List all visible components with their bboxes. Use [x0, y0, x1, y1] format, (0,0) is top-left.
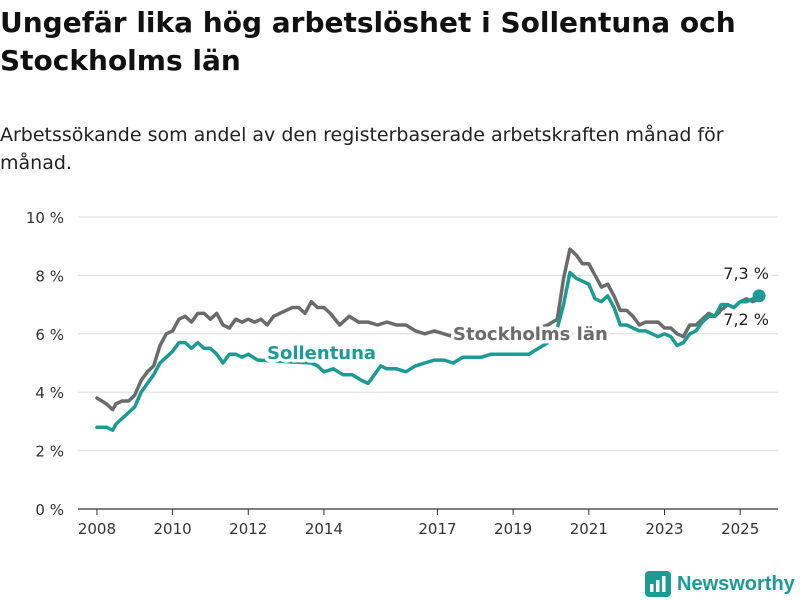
series-label-sollentuna-halo: Sollentuna [267, 343, 376, 364]
y-tick-label: 4 % [35, 384, 64, 402]
series-lines [95, 247, 766, 432]
x-tick-label: 2010 [154, 520, 192, 538]
series-label-sollentuna: Sollentuna [267, 343, 376, 364]
axes: 0 % 2 % 4 % 6 % 8 % 10 % 2008 2010 2012 2014 2017 2… [26, 209, 759, 538]
x-tick-label: 2017 [418, 520, 456, 538]
x-tick-label: 2021 [570, 520, 608, 538]
y-tick-label: 8 % [35, 267, 64, 285]
y-tick-label: 10 % [26, 209, 64, 227]
y-tick-label: 0 % [35, 501, 64, 519]
brand-logo[interactable]: Newsworthy [645, 568, 795, 600]
x-tick-label: 2008 [78, 520, 116, 538]
x-tick-label: 2023 [645, 520, 683, 538]
series-label-stockholms-lan-halo: Stockholms län [453, 324, 608, 345]
chart-title: Ungefär lika hög arbetslöshet i Sollentu… [0, 6, 736, 77]
x-tick-label: 2019 [494, 520, 532, 538]
newsworthy-logo-icon [645, 571, 671, 597]
y-tick-label: 6 % [35, 326, 64, 344]
x-tick-label: 2012 [229, 520, 267, 538]
x-tick-label: 2025 [721, 520, 759, 538]
end-value-label-sollentuna-halo: 7,3 % [723, 264, 769, 283]
x-tick-label: 2014 [305, 520, 343, 538]
end-value-label-stockholms-lan: 7,2 % [723, 310, 769, 329]
y-tick-label: 2 % [35, 443, 64, 461]
end-value-label-sollentuna: 7,3 % [723, 264, 769, 283]
end-value-label-stockholms-lan-halo: 7,2 % [723, 310, 769, 329]
series-label-stockholms-lan: Stockholms län [453, 324, 608, 345]
chart-subtitle: Arbetssökande som andel av den registerb… [0, 124, 724, 174]
series-line-stockholms-län [95, 247, 761, 412]
brand-name: Newsworthy [677, 572, 795, 595]
end-point-marker [752, 289, 766, 303]
series-line-sollentuna [95, 270, 761, 432]
